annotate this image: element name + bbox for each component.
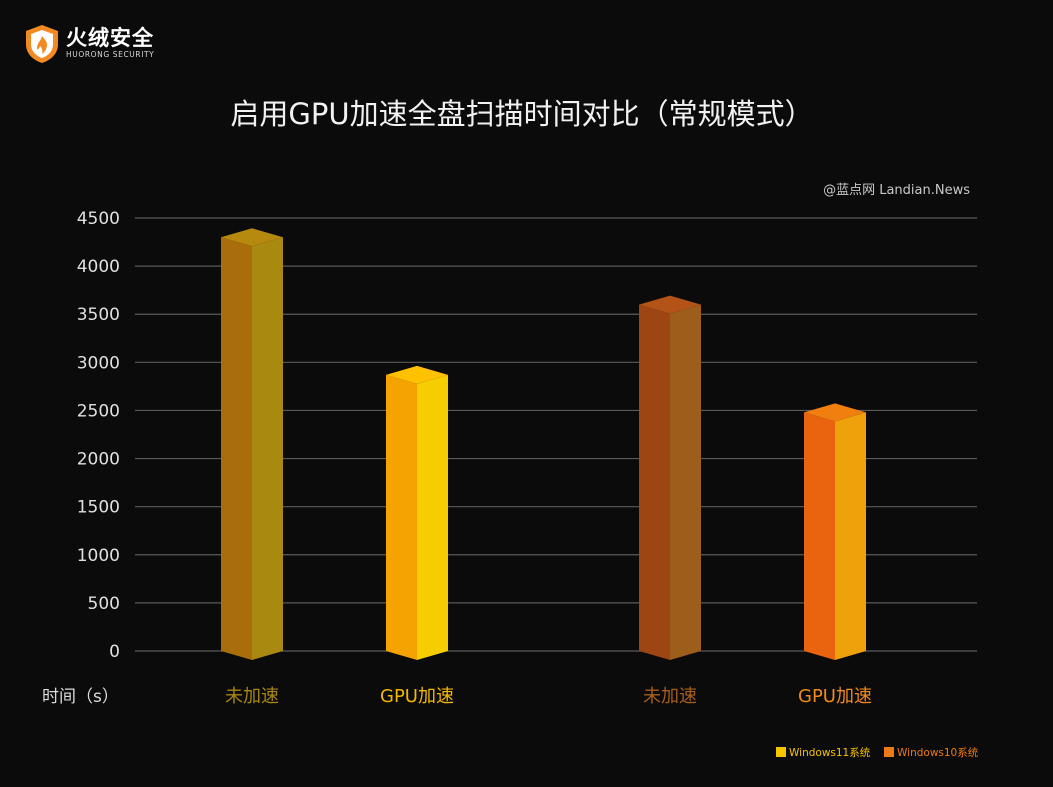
x-category-label-1: GPU加速 bbox=[380, 686, 454, 707]
bar-top-face-2 bbox=[639, 295, 701, 314]
y-tick-label-0: 0 bbox=[109, 642, 120, 662]
y-tick-label-4: 2000 bbox=[77, 450, 120, 470]
bar-front-face-1 bbox=[386, 374, 417, 660]
bar-front-face-3 bbox=[804, 412, 835, 660]
x-category-label-3: GPU加速 bbox=[798, 686, 872, 707]
y-axis-label: 时间（s） bbox=[42, 687, 119, 707]
bar-top-face-0 bbox=[221, 228, 283, 247]
y-tick-label-2: 1000 bbox=[77, 546, 120, 566]
bar-side-face-0 bbox=[252, 237, 283, 660]
chart-title: 启用GPU加速全盘扫描时间对比（常规模式） bbox=[230, 97, 813, 131]
y-tick-label-9: 4500 bbox=[77, 209, 120, 229]
bar-side-face-1 bbox=[417, 374, 448, 660]
bar-2 bbox=[639, 295, 701, 660]
bar-1 bbox=[386, 365, 448, 660]
bar-top-face-3 bbox=[804, 403, 866, 422]
legend-swatch-0 bbox=[776, 747, 786, 757]
x-axis-labels: 未加速 GPU加速 未加速 GPU加速 bbox=[225, 686, 872, 707]
brand-name-en: HUORONG SECURITY bbox=[66, 50, 155, 59]
legend: Windows11系统 Windows10系统 bbox=[776, 746, 979, 759]
y-tick-label-1: 500 bbox=[88, 594, 120, 614]
x-category-label-2: 未加速 bbox=[643, 686, 697, 707]
bar-0 bbox=[221, 228, 283, 660]
legend-swatch-1 bbox=[884, 747, 894, 757]
bar-front-face-0 bbox=[221, 237, 252, 660]
x-category-label-0: 未加速 bbox=[225, 686, 279, 707]
y-axis-ticks: 0 500 1000 1500 2000 2500 3000 3500 4000 4500 bbox=[77, 209, 120, 662]
watermark-text: @蓝点网 Landian.News bbox=[823, 183, 970, 198]
y-tick-label-6: 3000 bbox=[77, 353, 120, 373]
legend-label-0: Windows11系统 bbox=[789, 746, 871, 759]
bar-top-face-1 bbox=[386, 365, 448, 384]
y-tick-label-3: 1500 bbox=[77, 498, 120, 518]
y-tick-label-5: 2500 bbox=[77, 401, 120, 421]
bar-side-face-3 bbox=[835, 412, 866, 660]
bar-3 bbox=[804, 403, 866, 660]
y-tick-label-7: 3500 bbox=[77, 305, 120, 325]
shield-flame-icon bbox=[26, 25, 58, 63]
huorong-logo: 火绒安全 HUORONG SECURITY bbox=[24, 22, 174, 66]
bar-front-face-2 bbox=[639, 304, 670, 660]
y-tick-label-8: 4000 bbox=[77, 257, 120, 277]
legend-label-1: Windows10系统 bbox=[897, 746, 979, 759]
bars bbox=[221, 228, 866, 660]
brand-name-cn: 火绒安全 bbox=[66, 26, 154, 50]
bar-side-face-2 bbox=[670, 304, 701, 660]
